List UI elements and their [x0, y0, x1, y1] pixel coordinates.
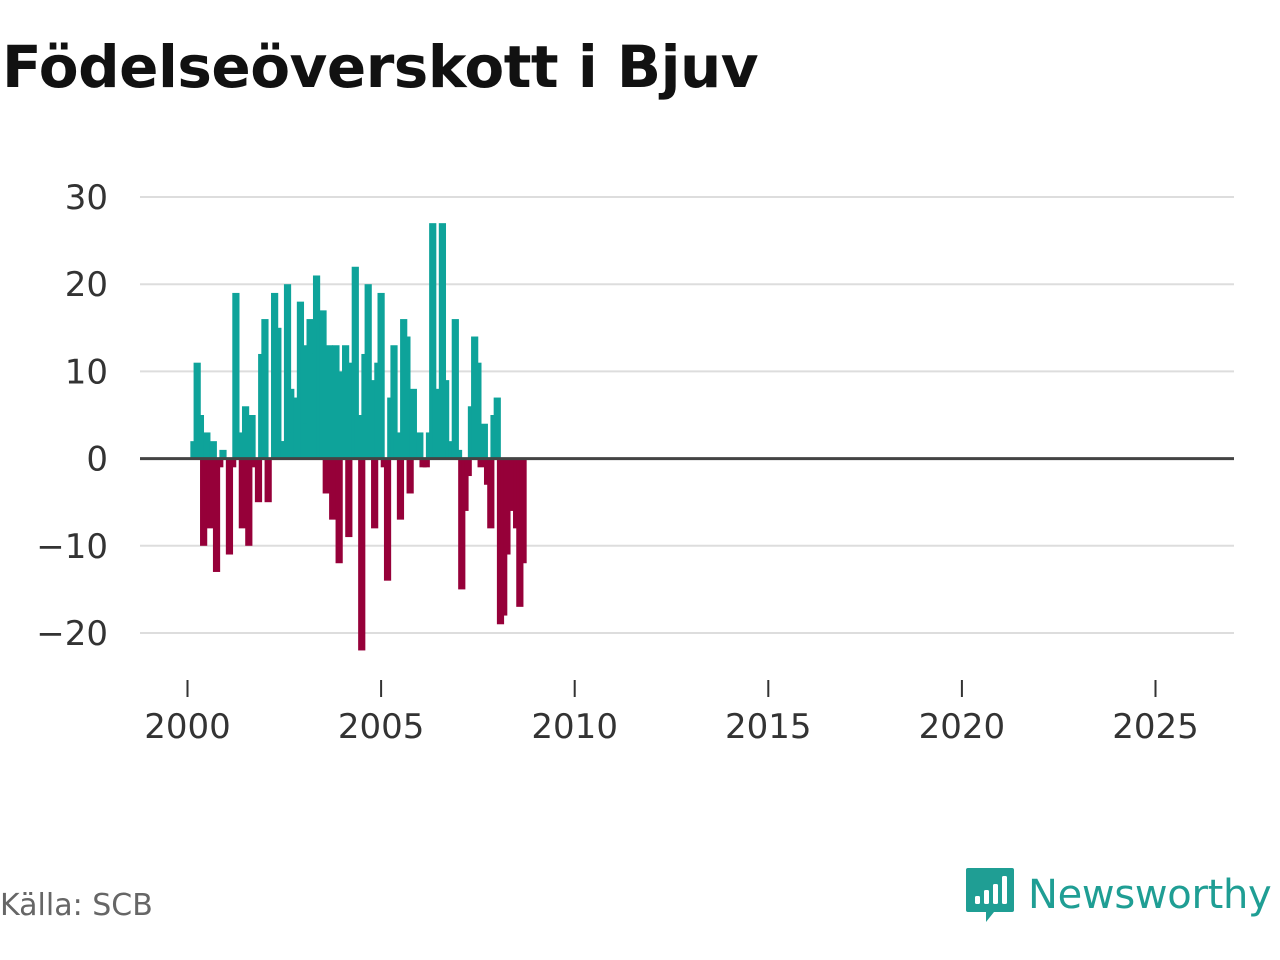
- bar-positive: [454, 449, 463, 459]
- bar-negative: [254, 458, 263, 503]
- y-tick-label: 20: [65, 265, 108, 305]
- x-tick-label: 2005: [338, 707, 425, 747]
- bar-positive: [393, 432, 401, 459]
- bar-positive: [474, 362, 482, 459]
- bar-positive: [261, 319, 269, 459]
- bar-negative: [264, 458, 272, 503]
- bar-negative: [422, 458, 430, 468]
- bar-negative: [458, 458, 466, 590]
- bar-positive: [209, 441, 217, 459]
- bars: [190, 223, 527, 651]
- bar-positive: [429, 223, 437, 459]
- bar-positive: [319, 310, 327, 459]
- y-tick-label: −10: [36, 527, 108, 567]
- bar-negative: [519, 458, 527, 564]
- bar-negative: [212, 458, 221, 572]
- bar-positive: [409, 388, 417, 459]
- brand-name: Newsworthy: [1028, 872, 1272, 918]
- bar-negative: [358, 458, 366, 651]
- bar-negative: [200, 458, 208, 546]
- bar-positive: [342, 345, 350, 459]
- y-tick-label: 0: [86, 440, 108, 480]
- y-axis-ticks: 30 20 10 0 −10 −20: [36, 178, 108, 654]
- bar-positive: [351, 266, 359, 459]
- brand-logo[interactable]: Newsworthy: [964, 866, 1272, 924]
- bar-positive: [248, 415, 256, 459]
- chart-title: Födelseöverskott i Bjuv: [2, 33, 759, 101]
- bar-positive: [193, 362, 201, 459]
- bar-positive: [451, 319, 459, 459]
- bar-positive: [241, 406, 250, 459]
- x-axis-ticks: 2000 2005 2010 2015 2020 2025: [144, 680, 1199, 747]
- y-tick-label: 30: [65, 178, 108, 218]
- bar-negative: [206, 458, 214, 529]
- bar-negative: [322, 458, 330, 494]
- y-tick-label: 10: [65, 352, 108, 392]
- bar-positive: [219, 449, 227, 459]
- bar-negative: [506, 458, 514, 511]
- x-tick-label: 2010: [531, 707, 618, 747]
- bar-positive: [232, 292, 240, 459]
- x-tick-label: 2015: [725, 707, 812, 747]
- bar-negative: [229, 458, 237, 468]
- bar-positive: [235, 432, 243, 459]
- bar-positive: [390, 345, 398, 459]
- bar-positive: [438, 223, 447, 459]
- bar-positive: [377, 292, 385, 459]
- bar-negative: [238, 458, 246, 529]
- bar-positive: [332, 345, 340, 459]
- bar-negative: [225, 458, 234, 555]
- bar-positive: [325, 345, 334, 459]
- bar-positive: [480, 423, 488, 459]
- bar-positive: [493, 397, 501, 459]
- bar-positive: [403, 336, 411, 459]
- newsworthy-logo-icon: [966, 868, 1014, 922]
- x-tick-label: 2025: [1112, 707, 1199, 747]
- bar-positive: [300, 345, 308, 459]
- bar-negative: [383, 458, 392, 581]
- bar-negative: [371, 458, 379, 529]
- bar-positive: [196, 415, 205, 459]
- bar-negative: [477, 458, 485, 468]
- bar-positive: [283, 284, 292, 459]
- x-tick-label: 2020: [919, 707, 1006, 747]
- bar-negative: [396, 458, 405, 520]
- bar-negative: [216, 458, 224, 468]
- bar-positive: [364, 284, 372, 459]
- source-label: Källa: SCB: [0, 888, 153, 923]
- bar-negative: [335, 458, 343, 564]
- bar-positive: [287, 388, 295, 459]
- bar-positive: [274, 327, 282, 459]
- bar-negative: [406, 458, 414, 494]
- bar-positive: [442, 380, 450, 459]
- bar-negative: [329, 458, 337, 520]
- bar-negative: [461, 458, 469, 511]
- bar-positive: [354, 415, 363, 459]
- bar-positive: [367, 380, 376, 459]
- bar-positive: [203, 432, 211, 459]
- bar-negative: [464, 458, 472, 477]
- x-tick-label: 2000: [144, 707, 231, 747]
- bar-negative: [487, 458, 495, 529]
- bar-negative: [345, 458, 353, 538]
- bar-positive: [416, 432, 424, 459]
- y-tick-label: −20: [36, 614, 108, 654]
- bar-negative: [245, 458, 253, 546]
